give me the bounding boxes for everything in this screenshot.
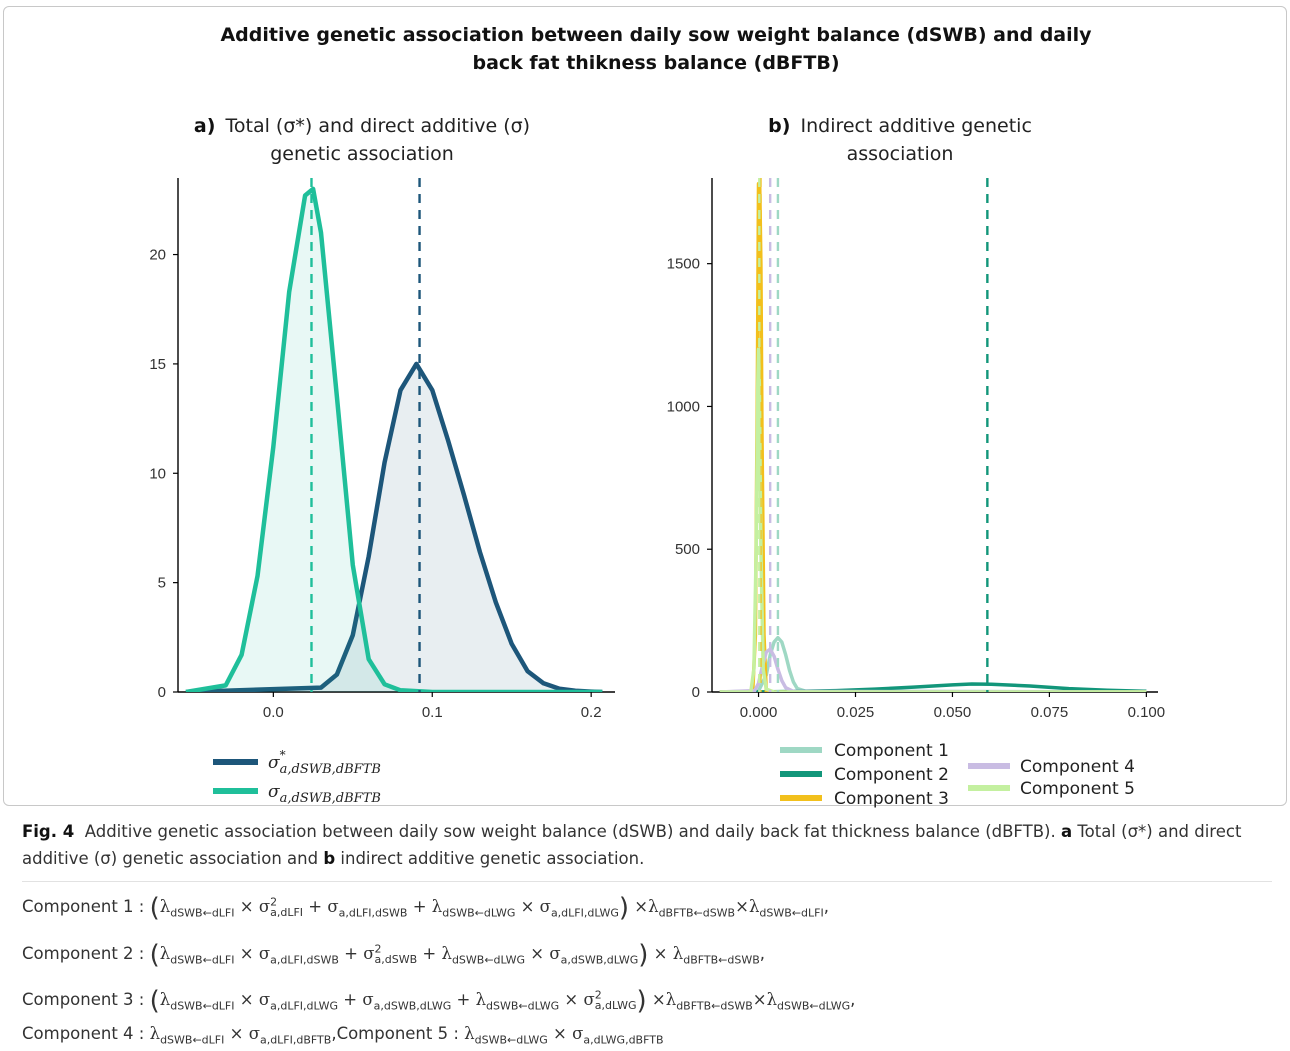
caption-text-3: indirect additive genetic association.	[335, 849, 645, 868]
formula-1-label: Component 1 :	[22, 897, 145, 916]
x-tick-label: 0.000	[740, 704, 778, 721]
figure-frame	[3, 6, 1287, 806]
plot-area	[719, 178, 1147, 692]
series-line-5	[719, 347, 1147, 692]
panel-b-label: b)	[768, 115, 790, 137]
plot-area	[185, 178, 603, 692]
formula-5-label: Component 5 :	[336, 1024, 459, 1043]
y-tick-label: 1500	[667, 256, 700, 273]
series-line-4	[719, 647, 1147, 692]
panel-b-title-line-2: association	[847, 143, 954, 165]
y-tick-label: 15	[149, 356, 166, 373]
formula-component-1: Component 1 : (λdSWB←dLFI × σ2a,dLFI + σ…	[22, 893, 829, 923]
panel-a-legend: σ* a,dSWB,dBFTB σa,dSWB,dBFTB	[213, 748, 381, 806]
formula-3-label: Component 3 :	[22, 990, 145, 1009]
x-tick-label: 0.025	[837, 704, 875, 721]
legend-label: Component 1	[834, 741, 949, 761]
y-tick-label: 20	[149, 247, 166, 264]
formula-2-label: Component 2 :	[22, 944, 145, 963]
x-tick-label: 0.0	[263, 704, 284, 721]
caption-text-1: Additive genetic association between dai…	[84, 822, 1061, 841]
panel-b-title-line-1: b) Indirect additive genetic	[768, 115, 1032, 137]
panel-a-label: a)	[194, 115, 216, 137]
formula-component-4-5: Component 4 : λdSWB←dLFI × σa,dLFI,dBFTB…	[22, 1024, 664, 1047]
legend-label: Component 4	[1020, 757, 1135, 777]
x-tick-label: 0.100	[1128, 704, 1166, 721]
y-tick-label: 5	[158, 575, 166, 592]
panel-b-legend: Component 1 Component 2 Component 3 Compone…	[780, 741, 1135, 809]
series-line-2	[185, 186, 603, 692]
legend-label: Component 5	[1020, 779, 1135, 799]
y-tick-label: 1000	[667, 398, 700, 415]
panel-a-title: Total (σ*) and direct additive (σ)	[225, 115, 531, 137]
caption-divider	[22, 881, 1272, 882]
figure-title-line-2: back fat thikness balance (dBFTB)	[472, 52, 839, 74]
x-tick-label: 0.075	[1031, 704, 1069, 721]
caption-text-2: Total (σ*) and direct additive (σ) genet…	[22, 822, 1242, 868]
legend-label: Component 2	[834, 765, 949, 785]
caption-bold-a: a	[1060, 822, 1073, 841]
y-tick-label: 0	[692, 684, 700, 701]
panel-a-title-line-1: a) Total (σ*) and direct additive (σ)	[194, 115, 530, 137]
legend-label: σ* a,dSWB,dBFTB	[268, 748, 381, 777]
figure-title-line-1: Additive genetic association between dai…	[220, 24, 1092, 46]
panel-a-plot: 0 5 10 15 20 0.0 0.1 0.2	[149, 178, 615, 721]
formula-component-2: Component 2 : (λdSWB←dLFI × σa,dLFI,dSWB…	[22, 940, 766, 970]
series-line-1	[185, 361, 603, 692]
figure-charts: Additive genetic association between dai…	[149, 24, 1166, 809]
y-tick-label: 500	[675, 541, 700, 558]
panel-b-plot: 0 500 1000 1500 0.000 0.025 0.050 0.075 0.100	[667, 178, 1166, 721]
panel-b-title: Indirect additive genetic	[800, 115, 1031, 137]
x-tick-label: 0.1	[422, 704, 443, 721]
formula-4-label: Component 4 :	[22, 1024, 145, 1043]
x-tick-label: 0.050	[934, 704, 972, 721]
y-tick-label: 0	[158, 684, 166, 701]
caption-fig-label: Fig. 4	[22, 822, 75, 841]
panel-a-title-line-2: genetic association	[270, 143, 454, 165]
series-line-3	[719, 181, 1147, 692]
y-tick-label: 10	[149, 465, 166, 482]
caption-bold-b: b	[323, 849, 336, 868]
x-tick-label: 0.2	[581, 704, 602, 721]
formula-component-3: Component 3 : (λdSWB←dLFI × σa,dLFI,dLWG…	[22, 986, 856, 1016]
legend-label: σa,dSWB,dBFTB	[268, 782, 381, 806]
figure-caption: Fig. 4 Additive genetic association betw…	[22, 818, 1272, 872]
series-area-2	[185, 188, 603, 692]
legend-label: Component 3	[834, 789, 949, 809]
